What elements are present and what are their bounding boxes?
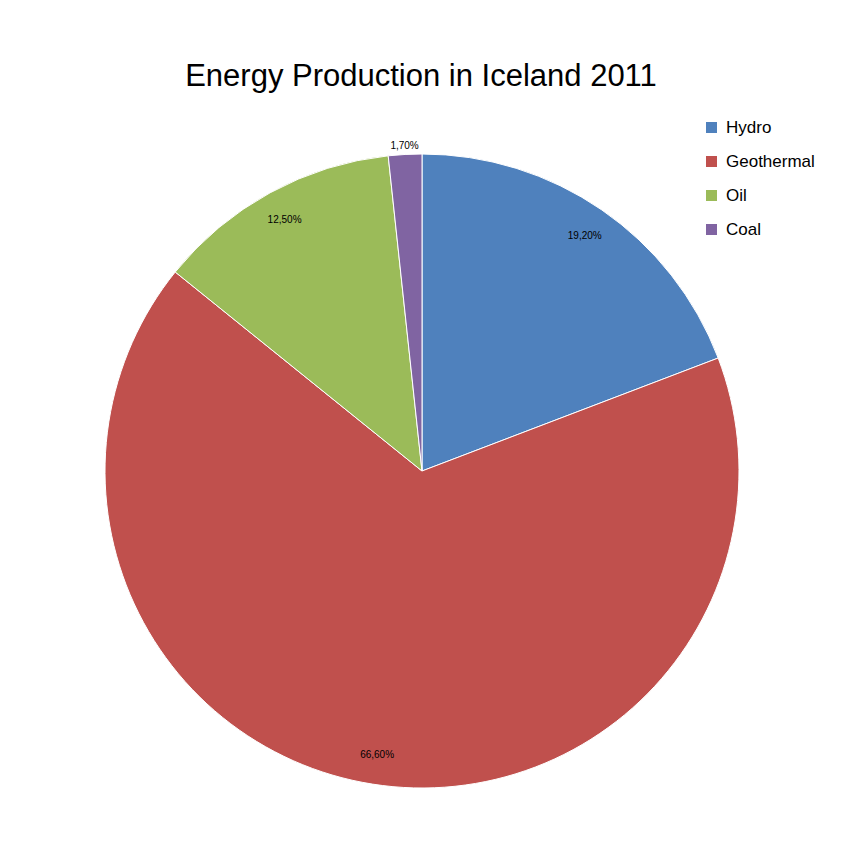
legend-swatch (706, 122, 717, 133)
data-label: 1,70% (390, 140, 418, 151)
legend-swatch (706, 224, 717, 235)
legend-label: Oil (726, 186, 747, 205)
data-label: 66,60% (360, 749, 394, 760)
pie-slice (388, 154, 422, 471)
legend-label: Hydro (726, 118, 771, 137)
data-label: 12,50% (268, 214, 302, 225)
legend-label: Coal (726, 220, 761, 239)
data-label: 19,20% (568, 230, 602, 241)
legend-label: Geothermal (726, 152, 815, 171)
pie-slice (175, 156, 422, 471)
chart: Energy Production in Iceland 2011 19,20% 6… (0, 0, 842, 842)
title: Energy Production in Iceland 2011 (185, 58, 657, 93)
legend-swatch (706, 190, 717, 201)
legend-swatch (706, 156, 717, 167)
